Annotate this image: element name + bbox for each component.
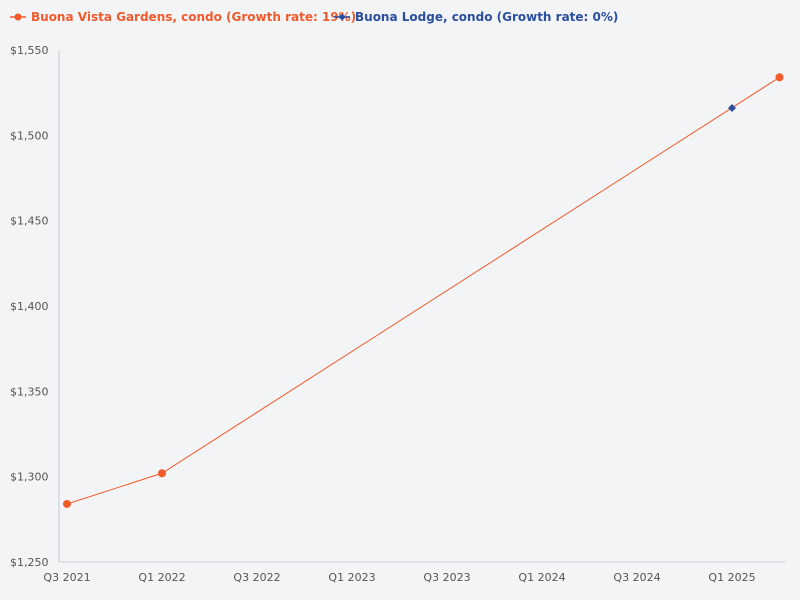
- legend: Buona Vista Gardens, condo (Growth rate:…: [10, 10, 618, 24]
- legend-item-0[interactable]: Buona Vista Gardens, condo (Growth rate:…: [10, 10, 356, 24]
- data-point[interactable]: [63, 499, 71, 508]
- y-tick-label: $1,350: [10, 385, 49, 398]
- series-0: [63, 73, 784, 508]
- y-tick-label: $1,450: [10, 215, 49, 228]
- legend-marker-icon: [14, 13, 22, 21]
- y-tick-label: $1,400: [10, 300, 49, 313]
- x-tick-label: Q3 2021: [43, 571, 90, 584]
- data-point[interactable]: [158, 469, 166, 478]
- x-axis: Q3 2021 Q1 2022 Q3 2022 Q1 2023 Q3 2023 Q1 20…: [43, 561, 785, 584]
- legend-label: Buona Lodge, condo (Growth rate: 0%): [355, 10, 618, 24]
- data-point[interactable]: [775, 73, 784, 82]
- y-tick-label: $1,550: [10, 44, 49, 57]
- data-point[interactable]: [728, 104, 736, 113]
- x-tick-label: Q1 2025: [708, 571, 755, 584]
- x-tick-label: Q1 2024: [518, 571, 565, 584]
- series-line: [66, 76, 780, 505]
- legend-label: Buona Vista Gardens, condo (Growth rate:…: [31, 10, 356, 24]
- x-tick-label: Q1 2022: [138, 571, 185, 584]
- y-tick-label: $1,500: [10, 129, 49, 142]
- legend-marker-icon: [338, 13, 346, 21]
- y-axis: $1,550 $1,500 $1,450 $1,400 $1,350 $1,300 $1,2…: [10, 44, 60, 569]
- x-tick-label: Q1 2023: [328, 571, 375, 584]
- x-tick-label: Q3 2022: [233, 571, 280, 584]
- y-tick-label: $1,250: [10, 556, 49, 569]
- legend-item-1[interactable]: Buona Lodge, condo (Growth rate: 0%): [334, 10, 618, 24]
- series-layer: [63, 73, 784, 508]
- series-1: [728, 104, 736, 113]
- x-tick-label: Q3 2023: [423, 571, 470, 584]
- x-tick-label: Q3 2024: [613, 571, 660, 584]
- y-tick-label: $1,300: [10, 471, 49, 484]
